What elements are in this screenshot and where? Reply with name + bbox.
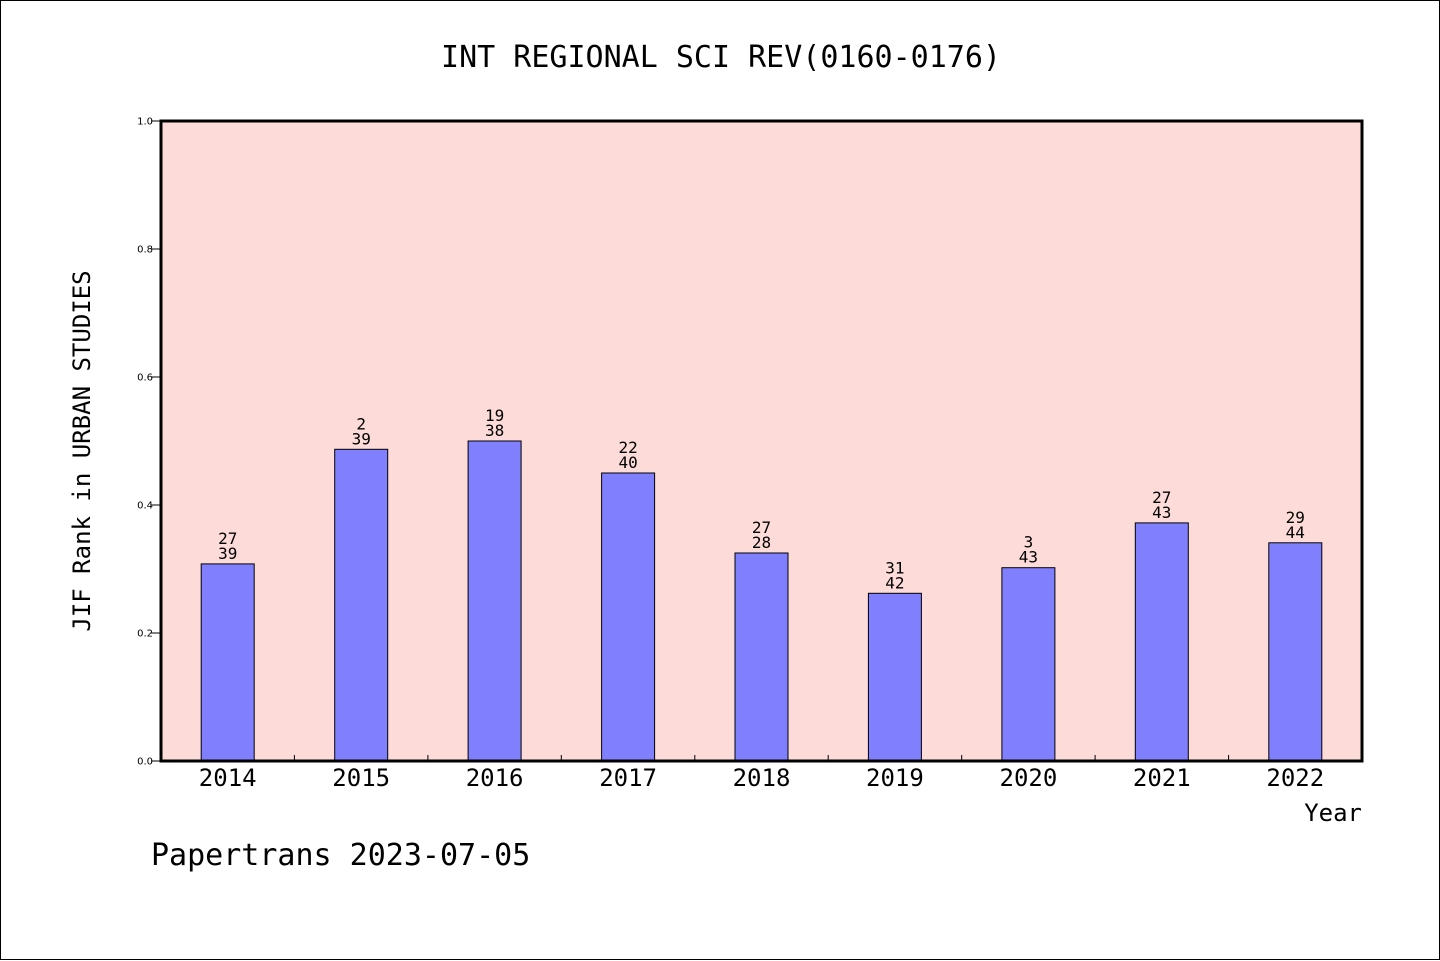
- data-label-bottom-2020: 43: [1019, 548, 1038, 567]
- data-label-bottom-2017: 40: [618, 453, 637, 472]
- data-label-top-2018: 27: [752, 518, 771, 537]
- x-tick-label-2021: 2021: [1133, 764, 1191, 792]
- data-label-top-2017: 22: [618, 438, 637, 457]
- data-label-top-2022: 29: [1286, 508, 1305, 527]
- bar-2014: [200, 563, 255, 762]
- x-tick-label-2022: 2022: [1266, 764, 1324, 792]
- data-label-bottom-2014: 39: [218, 544, 237, 563]
- data-label-bottom-2022: 44: [1286, 523, 1305, 542]
- data-label-top-2016: 19: [485, 406, 504, 425]
- x-tick-label-2016: 2016: [466, 764, 524, 792]
- bar-2022: [1268, 542, 1323, 762]
- bar-2017: [601, 472, 656, 762]
- y-tick-label-0.2: 0.2: [137, 629, 153, 640]
- x-tick-label-2014: 2014: [199, 764, 257, 792]
- data-label-bottom-2019: 42: [885, 573, 904, 592]
- data-label-top-2020: 3: [1024, 533, 1034, 552]
- bar-2020: [1001, 567, 1056, 762]
- bar-2015: [334, 448, 389, 762]
- y-tick-label-0.6: 0.6: [137, 373, 153, 384]
- x-tick-label-2020: 2020: [1000, 764, 1058, 792]
- data-label-top-2021: 27: [1152, 488, 1171, 507]
- bar-2018: [734, 552, 789, 762]
- y-tick-label-0.8: 0.8: [137, 245, 153, 256]
- data-label-top-2019: 31: [885, 558, 904, 577]
- y-axis-label: JIF Rank in URBAN STUDIES: [68, 270, 96, 631]
- bars-group: [200, 440, 1323, 762]
- x-tick-label-2019: 2019: [866, 764, 924, 792]
- data-label-top-2014: 27: [218, 529, 237, 548]
- x-tick-label-2018: 2018: [733, 764, 791, 792]
- data-label-bottom-2016: 38: [485, 421, 504, 440]
- data-label-bottom-2021: 43: [1152, 503, 1171, 522]
- plot-border: [159, 119, 1364, 763]
- x-tick-label-2017: 2017: [599, 764, 657, 792]
- data-label-top-2015: 2: [356, 414, 366, 433]
- x-tick-label-2015: 2015: [332, 764, 390, 792]
- y-tick-label-0.0: 0.0: [137, 757, 153, 768]
- y-tick-label-0.4: 0.4: [137, 501, 153, 512]
- y-tick-label-1.0: 1.0: [137, 117, 153, 128]
- footer-text: Papertrans 2023-07-05: [151, 838, 530, 873]
- x-axis-ticks: 2014 2015 2016 2017 2018 2019 2020 2021 2022: [199, 755, 1324, 792]
- y-axis-ticks: 0.0 0.2 0.4 0.6 0.8 1.0: [137, 117, 161, 768]
- x-axis-label: Year: [1304, 799, 1362, 827]
- bar-2016: [467, 440, 522, 762]
- data-label-bottom-2015: 39: [352, 429, 371, 448]
- bar-2021: [1134, 522, 1189, 762]
- data-label-bottom-2018: 28: [752, 533, 771, 552]
- chart-title: INT REGIONAL SCI REV(0160-0176): [441, 40, 1001, 75]
- bar-2019: [867, 592, 922, 762]
